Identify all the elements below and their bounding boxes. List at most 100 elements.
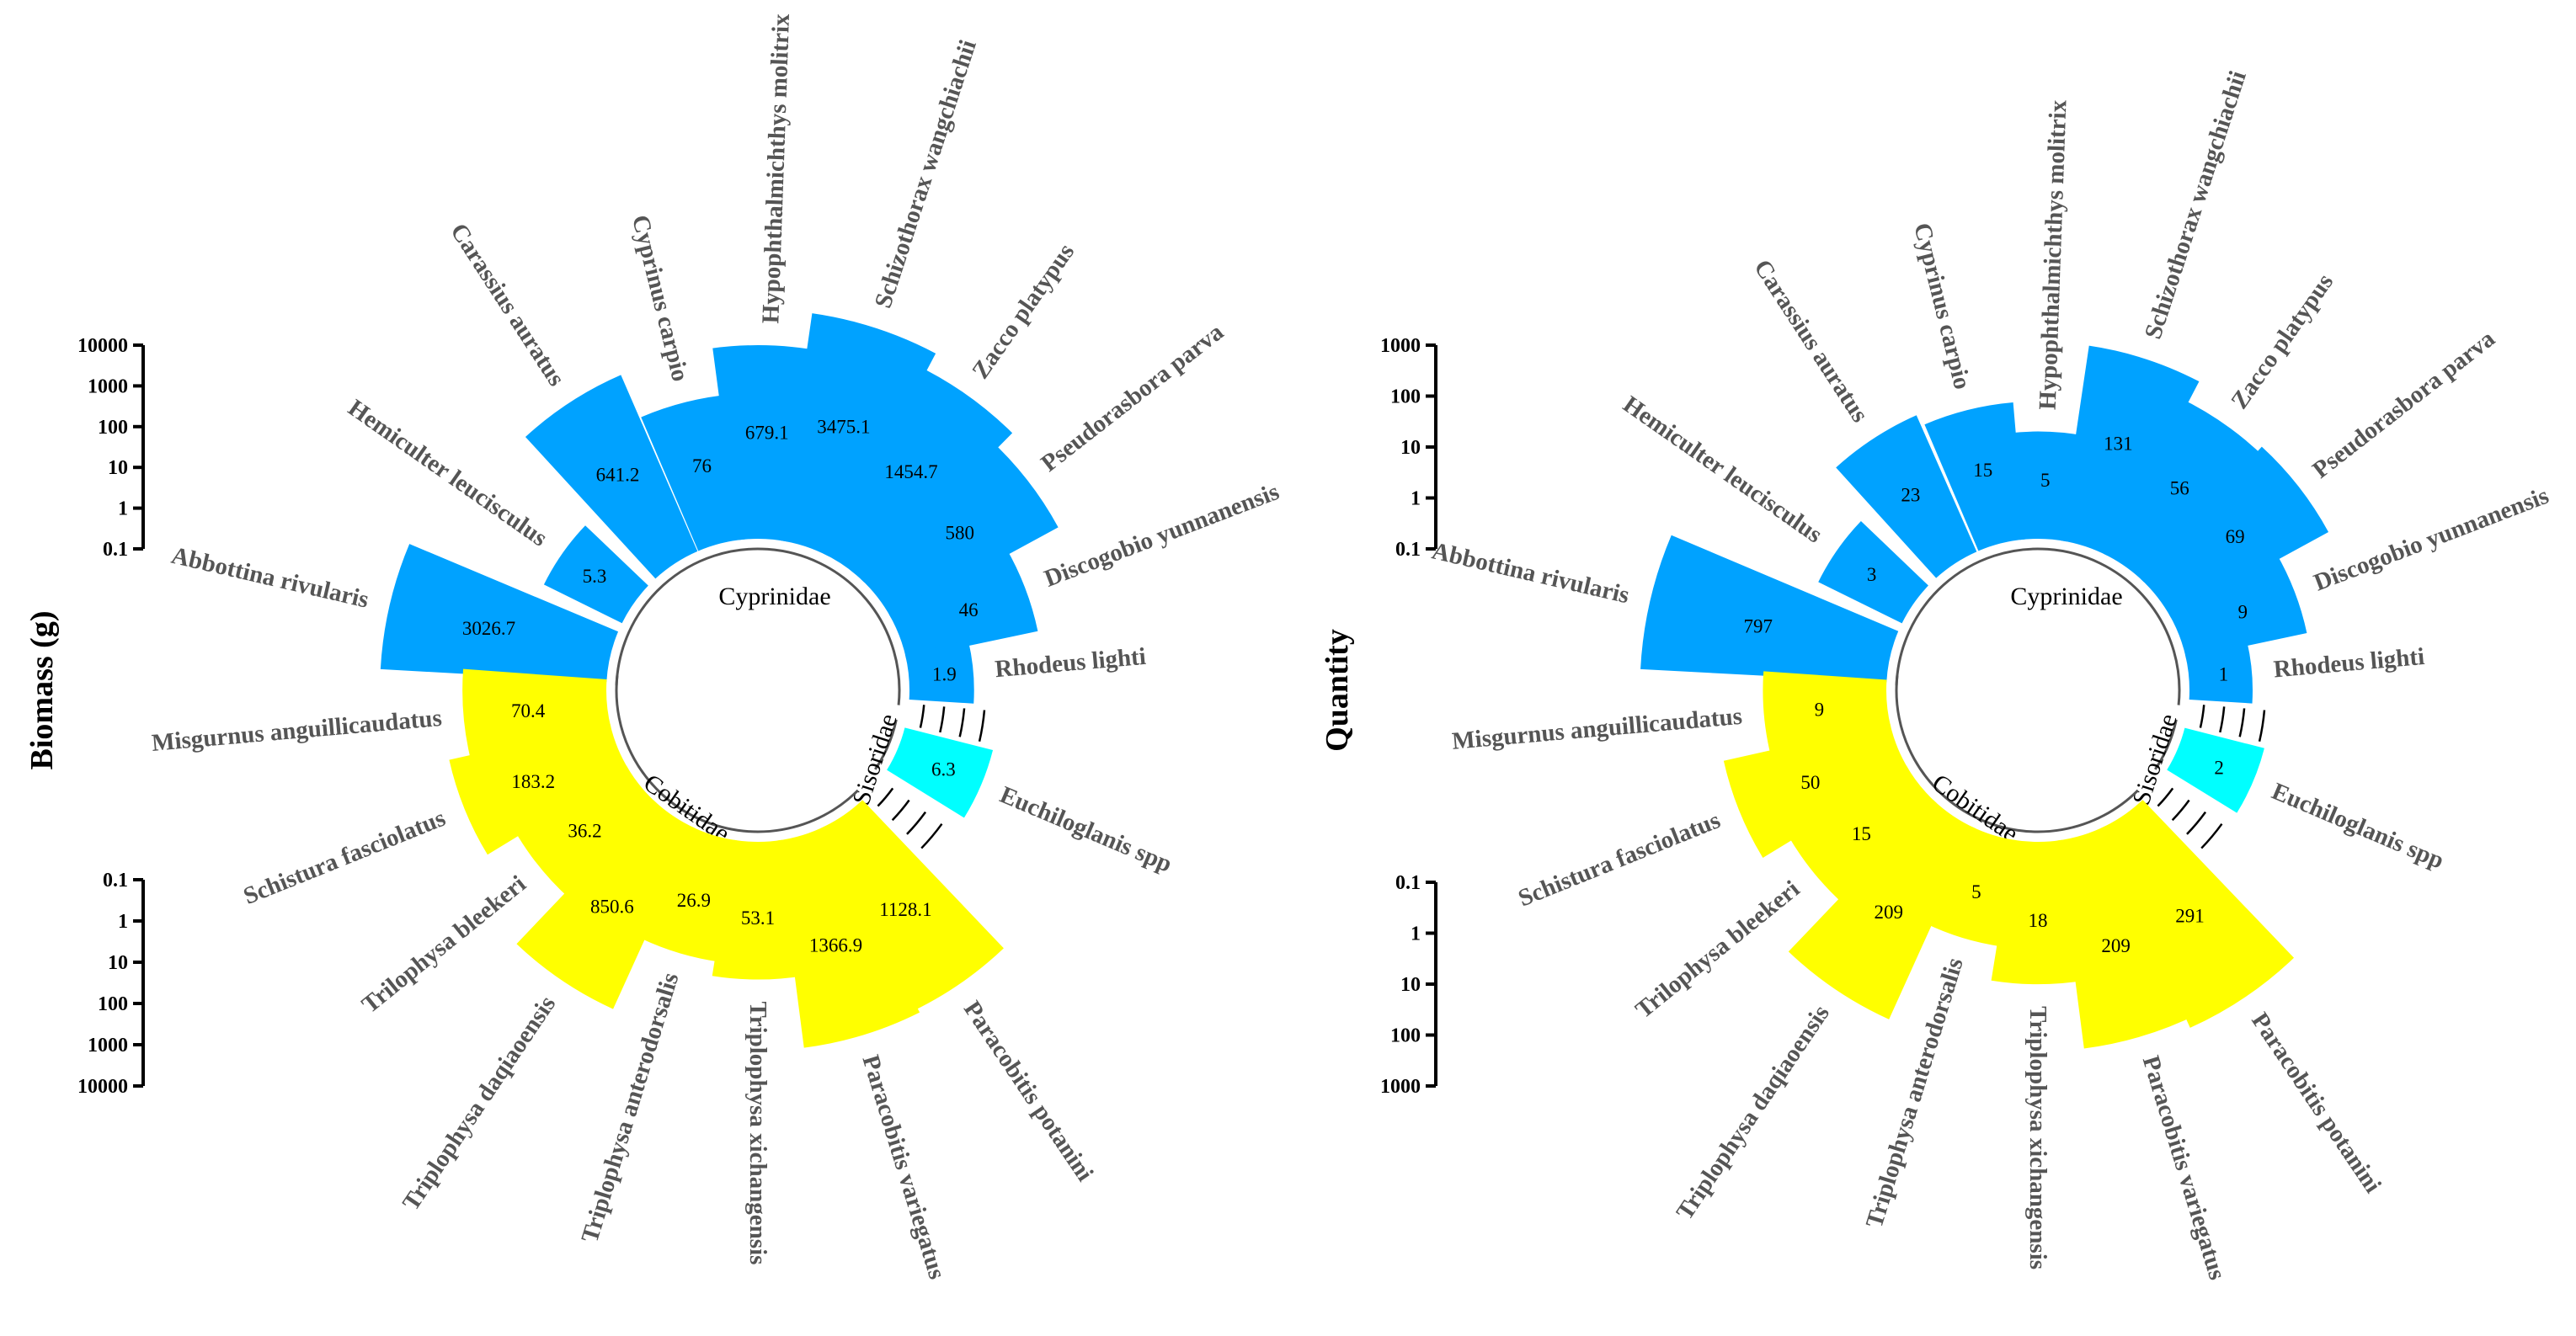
bar-value-label: 76: [692, 455, 712, 476]
species-label: Paracobitis variegatus: [856, 1052, 950, 1283]
bar-value-label: 9: [2238, 602, 2248, 623]
bar-value-label: 1: [2219, 664, 2229, 685]
top-axis-tick-label: 10000: [77, 335, 128, 357]
top-axis-tick-label: 10: [108, 457, 128, 479]
bar-value-label: 1128.1: [879, 899, 931, 920]
bar-value-label: 183.2: [511, 771, 555, 792]
gap-mark-sisoridae-cobitidae: [920, 822, 943, 849]
bar-triplophysa-anterodorsalis: [637, 826, 737, 962]
bottom-axis-tick-label: 1: [118, 911, 128, 933]
species-label: Triplophysa daqiaoensis: [397, 991, 561, 1216]
species-label: Zacco platypus: [2226, 269, 2339, 413]
species-label: Rhodeus lighti: [2273, 643, 2426, 684]
bar-discogobio-yunnanensis: [2168, 552, 2307, 659]
gap-mark-sisoridae-cobitidae: [2171, 799, 2190, 822]
bar-zacco-platypus: [2103, 397, 2266, 583]
bottom-axis-tick-label: 10: [108, 952, 128, 974]
bottom-axis-tick-label: 100: [98, 993, 128, 1015]
bar-triplophysa-xichangensis: [1991, 839, 2085, 985]
species-label: Euchiloglanis spp: [996, 781, 1176, 878]
bar-cyprinus-carpio: [1924, 402, 2025, 551]
species-label: Misgurnus anguillicaudatus: [1451, 703, 1743, 755]
bar-value-label: 1454.7: [884, 461, 937, 482]
gap-mark-sisoridae-cobitidae: [906, 811, 927, 835]
bar-hemiculter-leucisculus: [543, 525, 648, 624]
bar-value-label: 679.1: [745, 423, 789, 444]
species-label: Hypophthalmichthys molitrix: [757, 13, 795, 324]
bar-value-label: 291: [2175, 906, 2205, 927]
species-label: Paracobitis potanini: [958, 996, 1099, 1186]
bar-misgurnus-anguillicaudatus: [1763, 671, 1891, 757]
gap-mark-sisoridae-cobitidae: [877, 787, 894, 807]
bar-trilophysa-bleekeri: [515, 765, 657, 899]
species-label: Hemiculter leucisculus: [1618, 391, 1827, 548]
chart-panel-2: Quantity 1000 100 10 1 0.1 0.1 1 10 100 1000 Cyprin…: [1320, 67, 2552, 1283]
bar-value-label: 15: [1852, 823, 1871, 844]
bar-abbottina-rivularis: [1640, 535, 1899, 683]
bar-value-label: 5: [2040, 470, 2051, 491]
bar-value-label: 209: [1875, 902, 1904, 923]
species-label: Cyprinus carpio: [627, 212, 694, 384]
bar-rhodeus-lighti: [905, 640, 974, 704]
top-axis-tick-label: 1000: [88, 375, 128, 397]
species-label: Schistura fasciolatus: [1515, 806, 1725, 912]
bar-pseudorasbora-parva: [2140, 446, 2329, 618]
bar-value-label: 797: [1744, 615, 1773, 636]
bar-value-label: 641.2: [596, 465, 640, 486]
species-label: Triplophysa xichangensis: [744, 1002, 771, 1265]
bar-value-label: 3: [1867, 564, 1877, 585]
species-label: Carassius auratus: [445, 219, 569, 391]
species-label: Pseudorasbora parva: [1036, 318, 1229, 477]
bar-carassius-auratus: [1836, 415, 1977, 578]
chart-panel-1: Biomass (g) 10000 1000 100 10 1 0.1 0.1 1 10 100 10…: [24, 13, 1283, 1282]
bar-value-label: 70.4: [511, 700, 546, 721]
bar-value-label: 9: [1815, 700, 1825, 721]
gap-mark-cyprinidae-sisoridae: [958, 708, 966, 737]
bar-cyprinus-carpio: [641, 394, 745, 551]
bottom-axis-tick-label: 0.1: [1395, 872, 1421, 894]
bar-discogobio-yunnanensis: [888, 546, 1038, 659]
bar-value-label: 1.9: [932, 664, 957, 685]
bar-euchiloglanis-spp: [2167, 727, 2264, 813]
family-arc-sisoridae: [2154, 719, 2178, 770]
family-arc-cobitidae: [1895, 675, 2139, 833]
species-label: Schistura fasciolatus: [240, 805, 450, 910]
bar-paracobitis-variegatus: [2056, 825, 2200, 1049]
species-label: Rhodeus lighti: [994, 643, 1147, 684]
top-axis-tick-label: 0.1: [1395, 539, 1421, 561]
gap-mark-cyprinidae-sisoridae: [2258, 710, 2266, 743]
top-axis-tick-label: 1: [1411, 488, 1421, 510]
species-label: Paracobitis variegatus: [2137, 1052, 2231, 1283]
bar-paracobitis-potanini: [2099, 800, 2295, 1028]
gap-mark-cyprinidae-sisoridae: [939, 706, 946, 733]
bar-hypophthalmichthys-molitrix: [712, 345, 827, 542]
bar-value-label: 69: [2226, 526, 2245, 547]
gap-mark-sisoridae-cobitidae: [2186, 811, 2207, 835]
bottom-axis-tick-label: 10: [1400, 974, 1421, 996]
bottom-axis-tick-label: 0.1: [103, 870, 128, 892]
bar-triplophysa-anterodorsalis: [1924, 826, 2017, 947]
bar-hemiculter-leucisculus: [1818, 520, 1928, 624]
bar-schistura-fasciolatus: [1723, 723, 1909, 858]
bar-value-label: 3475.1: [817, 416, 870, 437]
bar-paracobitis-variegatus: [777, 825, 920, 1048]
bar-value-label: 1366.9: [809, 935, 862, 956]
species-label: Zacco platypus: [967, 239, 1080, 384]
bottom-axis-tick-label: 1: [1411, 923, 1421, 945]
bar-carassius-auratus: [525, 375, 698, 579]
family-label-cyprinidae: Cyprinidae: [718, 583, 830, 610]
bar-value-label: 23: [1901, 484, 1920, 505]
species-label: Paracobitis potanini: [2246, 1008, 2387, 1198]
gap-mark-sisoridae-cobitidae: [2157, 787, 2174, 807]
species-label: Triplophysa anterodorsalis: [576, 970, 684, 1246]
top-axis-tick-label: 100: [98, 417, 128, 439]
species-label: Trilophysa bleekeri: [357, 870, 531, 1019]
gap-mark-cyprinidae-sisoridae: [2238, 708, 2246, 737]
bar-misgurnus-anguillicaudatus: [462, 668, 611, 763]
bar-value-label: 5.3: [583, 566, 607, 587]
top-axis-tick-label: 100: [1390, 386, 1421, 408]
top-axis-tick-label: 10: [1400, 437, 1421, 459]
top-axis-tick-label: 1000: [1380, 335, 1421, 357]
